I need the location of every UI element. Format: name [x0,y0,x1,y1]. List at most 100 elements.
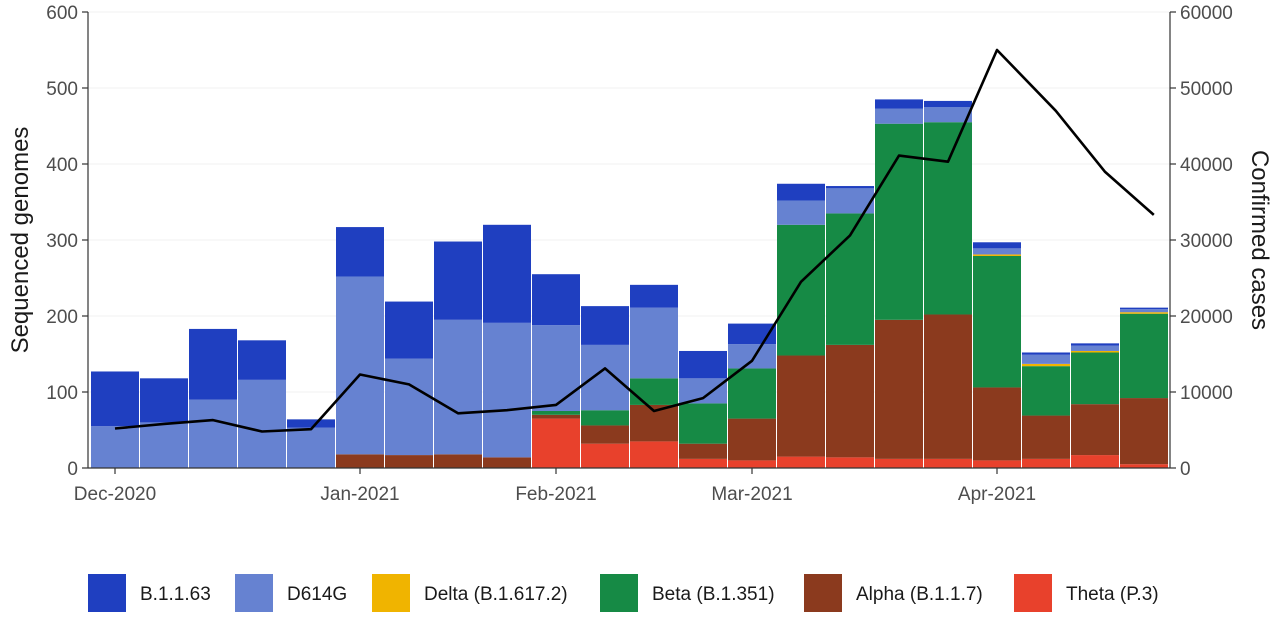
legend: B.1.1.63 D614G Delta (B.1.617.2) Beta (B.1.… [88,574,1159,612]
bar-segment [385,358,433,456]
bar-segment [532,411,580,415]
x-tick-label: Apr-2021 [958,484,1036,505]
y-axis-right-title: Confirmed cases [1246,150,1273,330]
bar-segment [434,241,482,320]
bar-segment [973,255,1021,388]
bar-segment [91,371,139,427]
x-tick-label: Jan-2021 [320,484,399,505]
bar-segment [287,419,335,428]
y-tick-label-right: 0 [1180,459,1191,480]
bar-segment [777,200,825,225]
y-tick-label-right: 40000 [1180,155,1233,176]
confirmed-cases-line [114,48,1155,433]
bar-segment [875,99,923,109]
bar-segment [679,350,727,379]
bar-segment [630,441,678,468]
bar-segment [1120,307,1168,310]
bar-segment [1022,458,1070,468]
legend-label: B.1.1.63 [140,584,211,605]
bar-segment [189,328,237,400]
bar-segment [728,344,776,369]
bar-segment [679,458,727,468]
bar-segment [140,378,188,423]
bar-segment [777,183,825,201]
y-tick-label-right: 30000 [1180,231,1233,252]
bar-segment [336,454,384,468]
bar-segment [728,418,776,461]
bar-segment [1022,363,1070,367]
bar-segment [581,344,629,411]
bar-segment [924,122,972,315]
bar-segment [973,254,1021,256]
bar-segment [973,460,1021,468]
y-tick-label-left: 200 [46,307,78,328]
bar-segment [630,307,678,379]
bar-segment [875,123,923,320]
legend-swatch [372,574,410,612]
bar-segment [973,387,1021,461]
bar-segment [483,224,531,323]
bar-segment [630,378,678,405]
legend-swatch [804,574,842,612]
bar-segment [1071,404,1119,456]
bar-segment [336,227,384,277]
bar-segment [287,427,335,468]
bar-segment [385,455,433,468]
bar-segment [532,414,580,419]
bar-segment [924,458,972,468]
bar-segment [973,248,1021,255]
bar-segment [826,457,874,468]
legend-swatch [235,574,273,612]
bar-segment [1071,350,1119,353]
legend-swatch [600,574,638,612]
bar-segment [679,378,727,404]
y-tick-label-left: 600 [46,3,78,24]
legend-swatch [88,574,126,612]
bar-segment [728,368,776,419]
bar-segment [1022,366,1070,416]
bar-segment [1071,343,1119,346]
bars [91,99,1168,468]
bar-segment [826,344,874,458]
bar-segment [1120,464,1168,468]
bar-segment [875,108,923,124]
legend-label: D614G [287,584,347,605]
legend-label: Theta (P.3) [1066,584,1159,605]
bar-segment [483,322,531,458]
bar-segment [1022,354,1070,364]
y-tick-label-right: 50000 [1180,79,1233,100]
bar-segment [777,224,825,356]
bar-segment [1120,313,1168,399]
bar-segment [826,186,874,189]
x-tick-label: Dec-2020 [74,484,156,505]
bar-segment [924,100,972,107]
bar-segment [1071,352,1119,405]
y-tick-label-left: 500 [46,79,78,100]
bar-segment [1071,455,1119,468]
legend-label: Beta (B.1.351) [652,584,775,605]
bar-segment [728,460,776,468]
bar-segment [483,457,531,468]
bar-segment [630,284,678,308]
y-tick-label-right: 20000 [1180,307,1233,328]
bar-segment [434,454,482,468]
bar-segment [238,340,286,380]
bar-segment [532,274,580,326]
bar-segment [385,301,433,359]
legend-swatch [1014,574,1052,612]
bar-segment [532,325,580,411]
bar-segment [777,456,825,468]
bar-segment [238,379,286,468]
bar-segment [1071,345,1119,351]
y-axis-left-title: Sequenced genomes [7,127,34,354]
y-tick-label-left: 400 [46,155,78,176]
axes: 0 100 200 300 400 500 600 0 10000 20000 30000 40000… [46,3,1233,505]
bar-segment [924,107,972,123]
x-tick-label: Feb-2021 [515,484,596,505]
bar-segment [875,319,923,459]
y-tick-label-left: 300 [46,231,78,252]
bar-segment [140,422,188,468]
bar-segment [189,399,237,468]
bar-segment [336,276,384,455]
